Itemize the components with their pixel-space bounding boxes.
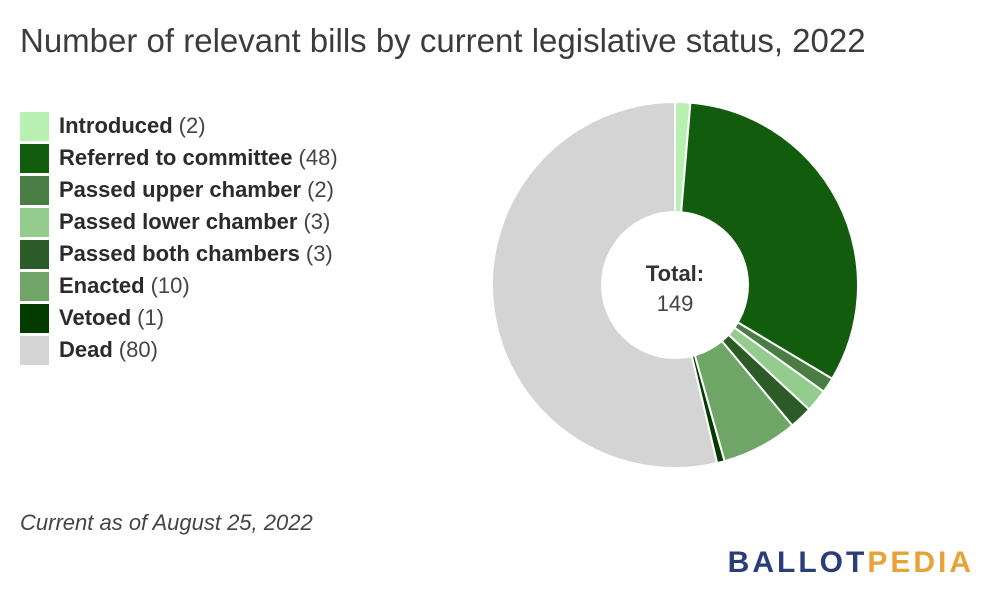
legend-count: (3): [305, 241, 333, 266]
total-label: Total:: [646, 261, 704, 286]
legend: Introduced (2) Referred to committee (48) Pa…: [20, 110, 338, 366]
footnote: Current as of August 25, 2022: [20, 510, 313, 535]
legend-swatch: [20, 239, 49, 269]
legend-item: Referred to committee (48): [20, 142, 338, 174]
logo-part-ballot: BALLOT: [727, 546, 868, 579]
ballotpedia-logo: BALLOTPEDIA: [728, 546, 974, 580]
donut-hole: [601, 211, 749, 359]
legend-count: (2): [178, 113, 206, 138]
legend-swatch: [20, 335, 49, 365]
legend-swatch: [20, 143, 49, 173]
legend-label: Referred to committee: [59, 145, 293, 170]
legend-count: (48): [298, 145, 338, 170]
legend-item: Dead (80): [20, 334, 338, 366]
legend-swatch: [20, 175, 49, 205]
total-value: 149: [657, 291, 694, 316]
legend-count: (2): [307, 177, 334, 202]
donut-chart: Total: 149: [470, 90, 880, 480]
legend-item: Passed upper chamber (2): [20, 174, 338, 206]
legend-swatch: [20, 207, 49, 237]
donut-svg: Total: 149: [491, 101, 859, 469]
legend-label: Passed both chambers: [59, 241, 300, 266]
legend-item: Vetoed (1): [20, 302, 338, 334]
legend-label: Enacted: [59, 273, 145, 298]
legend-label: Passed upper chamber: [59, 177, 302, 202]
legend-swatch: [20, 111, 49, 141]
legend-label: Introduced: [59, 113, 173, 138]
legend-label: Passed lower chamber: [59, 209, 298, 234]
legend-label: Vetoed: [59, 305, 132, 330]
legend-item: Passed both chambers (3): [20, 238, 338, 270]
legend-count: (3): [303, 209, 331, 234]
legend-count: (1): [137, 305, 165, 330]
legend-swatch: [20, 303, 49, 333]
legend-swatch: [20, 271, 49, 301]
legend-item: Introduced (2): [20, 110, 338, 142]
legend-count: (80): [118, 337, 158, 362]
chart-title: Number of relevant bills by current legi…: [20, 22, 866, 59]
legend-item: Enacted (10): [20, 270, 338, 302]
legend-label: Dead: [59, 337, 113, 362]
logo-part-pedia: PEDIA: [867, 546, 974, 579]
legend-item: Passed lower chamber (3): [20, 206, 338, 238]
legend-count: (10): [150, 273, 190, 298]
